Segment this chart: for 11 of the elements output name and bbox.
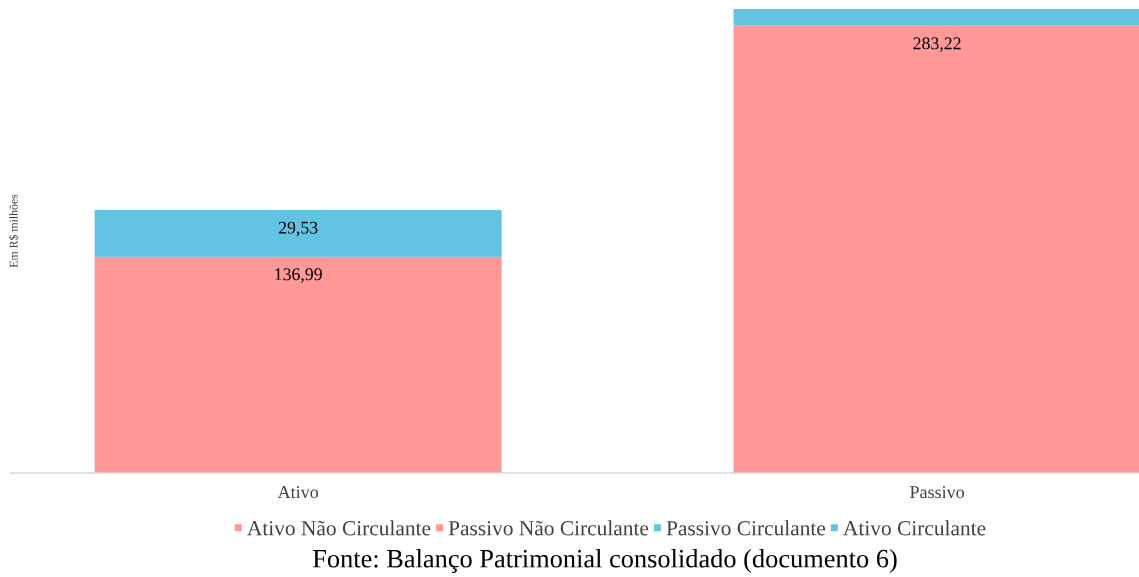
data-label: 283,22 bbox=[913, 37, 961, 52]
x-tick-label: Passivo bbox=[910, 486, 964, 499]
data-label: 136,99 bbox=[275, 268, 322, 283]
source-note: Fonte: Balanço Patrimonial consolidado (documento 6) bbox=[312, 549, 897, 573]
legend-label: Passivo Não Circulante bbox=[448, 520, 649, 536]
legend-label: Passivo Circulante bbox=[666, 520, 826, 536]
legend-label: Ativo Circulante bbox=[843, 520, 986, 536]
legend-label: Ativo Não Circulante bbox=[247, 520, 431, 536]
y-axis-title: Em R$ milhões bbox=[8, 194, 19, 268]
data-label: 29,53 bbox=[278, 221, 318, 237]
x-tick-label: Ativo bbox=[277, 486, 319, 499]
